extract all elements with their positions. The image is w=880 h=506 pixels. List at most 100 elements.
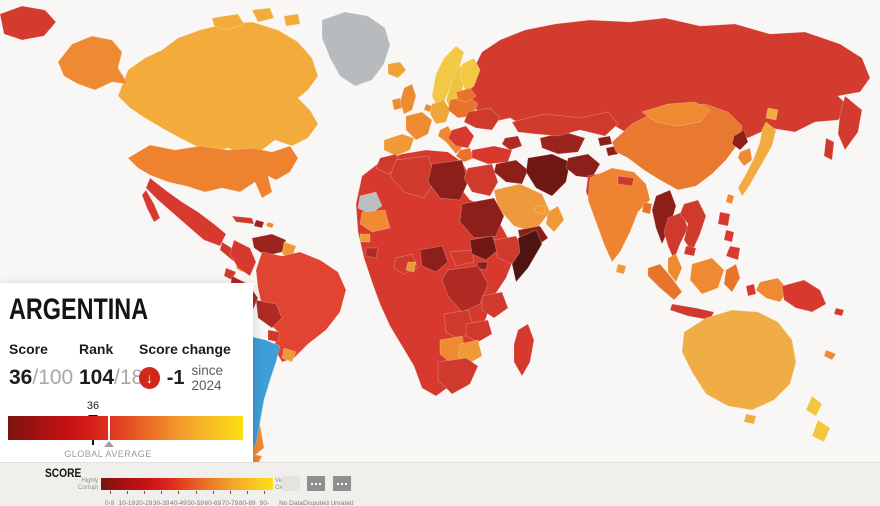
country-colombia[interactable]: [229, 239, 257, 277]
country-iran[interactable]: [525, 153, 571, 197]
country-central-african-republic[interactable]: [449, 249, 475, 267]
country-venezuela[interactable]: [251, 233, 287, 257]
country-zambia[interactable]: [465, 319, 493, 343]
country-mauritania[interactable]: [359, 209, 391, 233]
country-moluccas[interactable]: [745, 283, 757, 297]
legend-unrated-label: Unrated: [330, 500, 354, 506]
country-guinea[interactable]: [365, 247, 379, 259]
country-kamchatka[interactable]: [837, 95, 863, 151]
country-australia[interactable]: [681, 309, 797, 411]
country-cambodia[interactable]: [683, 245, 697, 257]
dash-pattern-icon: [310, 482, 322, 485]
legend-gradient-bar: [101, 478, 273, 490]
country-hispaniola[interactable]: [253, 219, 265, 229]
country-mexico[interactable]: [145, 177, 227, 247]
legend-range-label: 90-100: [259, 500, 270, 506]
country-japan[interactable]: [737, 121, 777, 197]
country-sulawesi[interactable]: [723, 263, 741, 293]
country-north-korea[interactable]: [731, 129, 749, 151]
country-turkey[interactable]: [471, 145, 513, 165]
country-sudan[interactable]: [459, 197, 505, 239]
country-sakhalin[interactable]: [823, 137, 835, 161]
country-west-papua[interactable]: [755, 277, 789, 303]
country-algeria[interactable]: [389, 155, 437, 199]
country-libya[interactable]: [427, 159, 469, 201]
country-madagascar[interactable]: [513, 323, 535, 377]
country-borneo[interactable]: [689, 257, 725, 295]
legend-unrated-swatch: [333, 476, 351, 491]
country-bangladesh[interactable]: [641, 201, 653, 215]
country-uruguay[interactable]: [281, 347, 297, 363]
country-alaska[interactable]: [57, 35, 129, 91]
arrow-down-icon: ↓: [139, 367, 160, 389]
country-ukraine[interactable]: [463, 107, 501, 131]
legend-range-label: 40-49: [170, 500, 187, 506]
country-kyrgyzstan[interactable]: [597, 135, 613, 147]
legend-range-label: 30-39: [152, 500, 170, 506]
score-label: Score: [9, 341, 48, 357]
country-uk[interactable]: [399, 83, 417, 115]
country-philippines[interactable]: [725, 245, 741, 261]
rank-label: Rank: [79, 341, 114, 357]
country-japan-hokkaido[interactable]: [765, 107, 779, 121]
country-caucasus[interactable]: [501, 135, 523, 151]
country-usa[interactable]: [127, 144, 299, 199]
country-drc[interactable]: [441, 265, 489, 313]
country-western-sahara[interactable]: [357, 191, 383, 215]
country-russia-wrap[interactable]: [0, 5, 57, 41]
country-balkans[interactable]: [447, 125, 475, 149]
country-egypt[interactable]: [463, 163, 499, 197]
country-syria-iraq[interactable]: [493, 159, 529, 185]
country-nepal[interactable]: [617, 175, 635, 187]
country-iberia[interactable]: [383, 133, 415, 157]
country-new-zealand-south[interactable]: [811, 419, 831, 443]
country-south-korea[interactable]: [737, 147, 753, 167]
country-canada[interactable]: [117, 21, 319, 156]
country-uae[interactable]: [533, 205, 547, 215]
country-south-africa[interactable]: [437, 357, 479, 395]
country-puerto-rico[interactable]: [265, 221, 275, 229]
country-bolivia[interactable]: [255, 299, 283, 329]
country-sumatra[interactable]: [647, 263, 683, 301]
country-iceland[interactable]: [387, 61, 407, 79]
country-greenland[interactable]: [321, 11, 391, 87]
country-baja[interactable]: [141, 189, 161, 223]
country-germany[interactable]: [429, 99, 451, 125]
country-finland[interactable]: [459, 57, 481, 93]
country-tasmania[interactable]: [743, 413, 757, 425]
country-paraguay[interactable]: [267, 329, 281, 343]
country-arctic-island[interactable]: [283, 13, 301, 27]
country-botswana[interactable]: [457, 339, 483, 365]
country-somalia[interactable]: [511, 229, 543, 283]
country-ghana[interactable]: [405, 261, 417, 273]
legend-range-label: 10-19: [118, 500, 136, 506]
country-new-zealand-north[interactable]: [805, 395, 823, 417]
legend-range-labels: 0-9 10-19 20-29 30-39 40-49 50-59 60-69 70-79 80…: [101, 500, 273, 506]
country-arctic-island[interactable]: [211, 13, 245, 31]
country-malaysia[interactable]: [667, 253, 683, 283]
country-senegal[interactable]: [359, 233, 371, 243]
country-papua-new-guinea[interactable]: [781, 279, 827, 313]
country-india[interactable]: [587, 167, 651, 263]
country-oman[interactable]: [545, 205, 565, 233]
country-mongolia[interactable]: [641, 101, 711, 127]
country-new-caledonia[interactable]: [823, 349, 837, 361]
country-taiwan[interactable]: [725, 193, 735, 205]
country-philippines[interactable]: [723, 229, 735, 243]
country-benelux[interactable]: [423, 103, 433, 113]
country-philippines[interactable]: [717, 211, 731, 227]
country-arctic-island[interactable]: [251, 7, 275, 23]
country-sri-lanka[interactable]: [615, 263, 627, 275]
country-baltics[interactable]: [455, 87, 477, 103]
country-south-sudan[interactable]: [469, 235, 499, 261]
country-solomon-islands[interactable]: [833, 307, 845, 317]
country-kazakhstan[interactable]: [511, 111, 619, 137]
score-change-label: Score change: [139, 341, 231, 357]
country-cuba[interactable]: [231, 215, 255, 225]
country-greece[interactable]: [455, 147, 475, 163]
country-tanzania[interactable]: [481, 291, 509, 319]
country-france[interactable]: [405, 111, 433, 141]
country-nigeria[interactable]: [419, 245, 449, 273]
